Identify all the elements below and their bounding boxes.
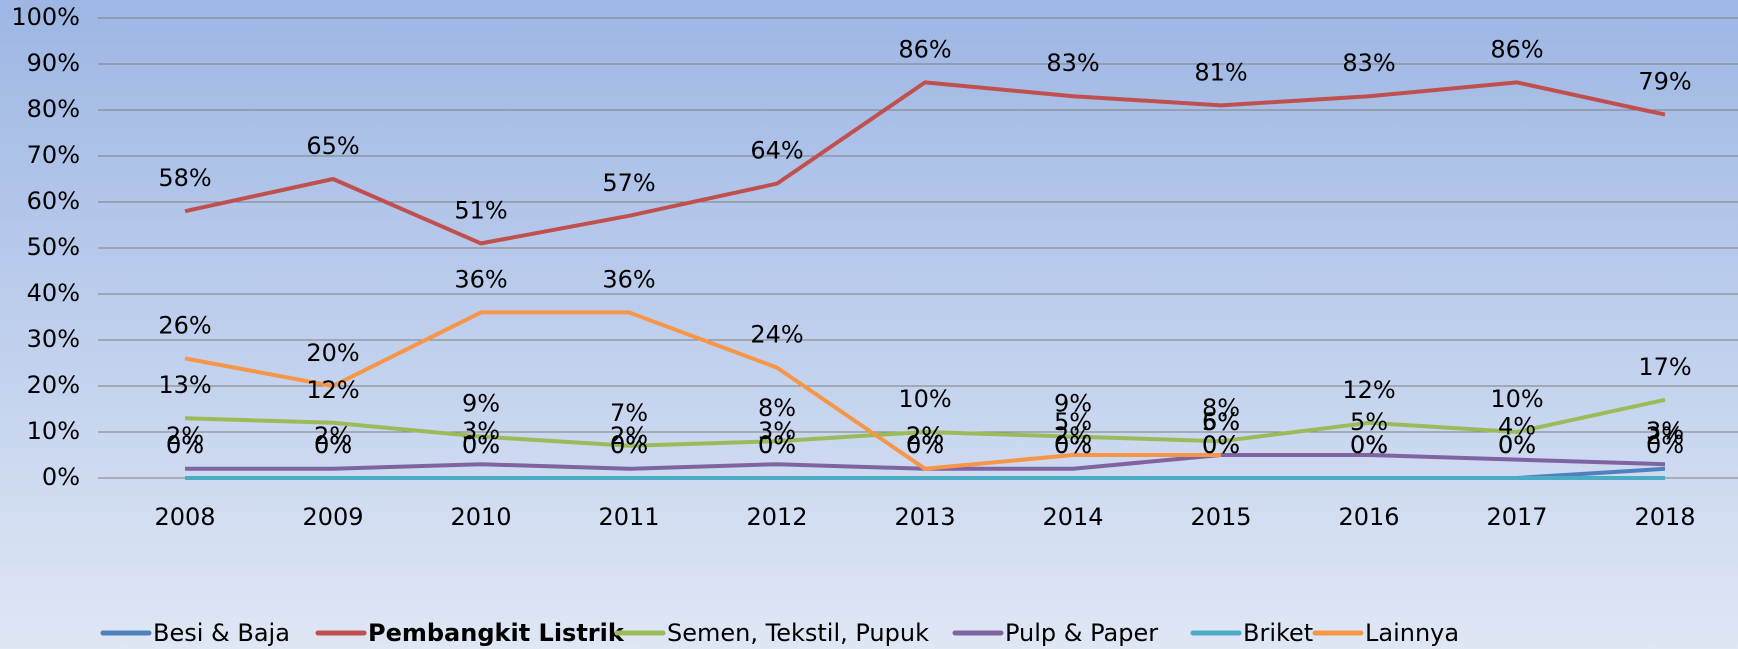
data-label: 58% (158, 164, 211, 192)
series-line (184, 310, 1221, 471)
x-tick-label: 2017 (1486, 503, 1547, 531)
data-label: 2% (166, 422, 204, 450)
data-label: 10% (898, 385, 951, 413)
y-tick-label: 90% (27, 49, 80, 77)
data-label: 5% (1054, 408, 1092, 436)
data-label: 0% (314, 431, 352, 459)
data-label: 7% (610, 399, 648, 427)
legend-label: Besi & Baja (153, 619, 290, 647)
legend-label: Pembangkit Listrik (368, 619, 625, 647)
data-label: 0% (1498, 431, 1536, 459)
data-label: 0% (906, 431, 944, 459)
data-label: 2% (906, 422, 944, 450)
data-label: 24% (750, 321, 803, 349)
y-tick-label: 50% (27, 233, 80, 261)
y-tick-label: 100% (11, 3, 80, 31)
data-label: 0% (462, 431, 500, 459)
legend-label: Briket (1243, 619, 1313, 647)
data-label: 8% (758, 394, 796, 422)
y-tick-label: 60% (27, 187, 80, 215)
data-label: 86% (1490, 35, 1543, 63)
data-label: 36% (602, 265, 655, 293)
data-label: 3% (1646, 417, 1684, 445)
x-tick-label: 2008 (154, 503, 215, 531)
data-label: 2% (314, 422, 352, 450)
data-label: 0% (1202, 431, 1240, 459)
y-tick-label: 70% (27, 141, 80, 169)
data-label: 26% (158, 311, 211, 339)
data-label: 0% (1202, 431, 1240, 459)
data-label: 10% (1490, 385, 1543, 413)
x-tick-label: 2013 (894, 503, 955, 531)
data-label: 64% (750, 137, 803, 165)
data-label: 12% (1342, 376, 1395, 404)
data-label: 36% (454, 265, 507, 293)
data-label: 2% (1646, 422, 1684, 450)
data-label: 6% (1202, 408, 1240, 436)
data-label: 2% (906, 422, 944, 450)
data-label: 0% (758, 431, 796, 459)
data-label: 13% (158, 371, 211, 399)
data-label: 0% (166, 431, 204, 459)
data-label: 3% (462, 417, 500, 445)
data-label: 0% (1350, 431, 1388, 459)
data-label: 0% (462, 431, 500, 459)
data-label: 65% (306, 132, 359, 160)
legend-label: Lainnya (1365, 619, 1459, 647)
data-label: 81% (1194, 58, 1247, 86)
data-label: 0% (906, 431, 944, 459)
data-label: 4% (1498, 413, 1536, 441)
data-label: 0% (314, 431, 352, 459)
data-label: 0% (1646, 431, 1684, 459)
data-label: 57% (602, 169, 655, 197)
data-label: 5% (1350, 408, 1388, 436)
x-tick-label: 2015 (1190, 503, 1251, 531)
data-label: 0% (610, 431, 648, 459)
x-tick-label: 2009 (302, 503, 363, 531)
data-label: 17% (1638, 353, 1691, 381)
data-label: 0% (1054, 431, 1092, 459)
y-tick-label: 0% (42, 463, 80, 491)
series-line (184, 80, 1666, 246)
data-label: 0% (610, 431, 648, 459)
y-tick-label: 10% (27, 417, 80, 445)
data-label: 0% (166, 431, 204, 459)
data-label: 20% (306, 339, 359, 367)
data-label: 83% (1046, 49, 1099, 77)
y-tick-label: 30% (27, 325, 80, 353)
data-label: 83% (1342, 49, 1395, 77)
legend-label: Pulp & Paper (1005, 619, 1158, 647)
x-tick-label: 2010 (450, 503, 511, 531)
data-label: 86% (898, 35, 951, 63)
data-label: 9% (1054, 390, 1092, 418)
data-label: 12% (306, 376, 359, 404)
data-label: 3% (758, 417, 796, 445)
x-tick-label: 2012 (746, 503, 807, 531)
y-tick-label: 80% (27, 95, 80, 123)
x-tick-label: 2018 (1634, 503, 1695, 531)
data-label: 51% (454, 196, 507, 224)
data-label: 2% (1054, 422, 1092, 450)
legend-label: Semen, Tekstil, Pupuk (667, 619, 929, 647)
data-label: 5% (1202, 408, 1240, 436)
data-label: 2% (610, 422, 648, 450)
data-label: 8% (1202, 394, 1240, 422)
x-tick-label: 2011 (598, 503, 659, 531)
series-line (184, 397, 1666, 448)
data-label: 0% (1498, 431, 1536, 459)
x-tick-label: 2014 (1042, 503, 1103, 531)
data-label: 0% (1054, 431, 1092, 459)
data-label: 0% (1350, 431, 1388, 459)
data-label: 9% (462, 390, 500, 418)
x-tick-label: 2016 (1338, 503, 1399, 531)
data-label: 0% (758, 431, 796, 459)
data-label: 79% (1638, 68, 1691, 96)
y-tick-label: 20% (27, 371, 80, 399)
y-tick-label: 40% (27, 279, 80, 307)
